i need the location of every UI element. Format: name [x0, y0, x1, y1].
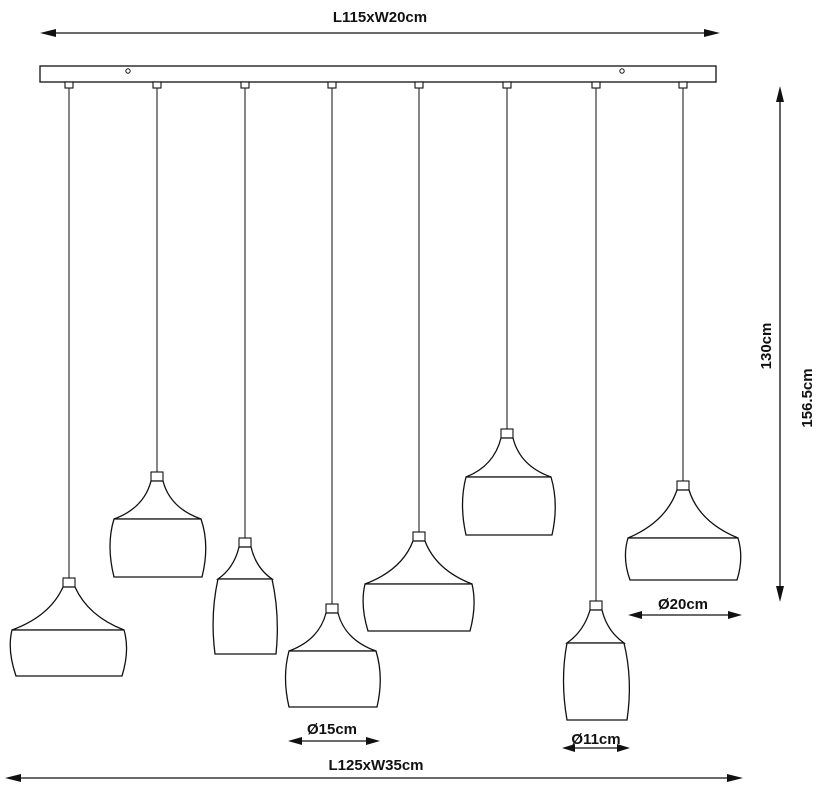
large-shade-diameter-dimension: Ø20cm	[628, 596, 742, 619]
pendant-bell-center	[284, 81, 381, 708]
pendant-small-right	[562, 81, 631, 721]
bottom-width-dimension: L125xW35cm	[5, 757, 743, 782]
large-shade-diameter-label: Ø20cm	[658, 596, 708, 613]
pendant-small-left	[212, 81, 278, 655]
medium-shade-diameter-label: Ø15cm	[307, 721, 357, 738]
pendant-wide-center	[362, 81, 475, 632]
drop-height-dimension: 130cm	[758, 86, 784, 602]
ceiling-canopy-bar	[39, 65, 717, 83]
top-width-dimension: L115xW20cm	[40, 9, 720, 37]
pendant-bell-left	[109, 81, 207, 578]
pendant-wide-left	[9, 81, 128, 677]
small-shade-diameter-dimension: Ø11cm	[562, 731, 630, 752]
drop-height-label: 130cm	[758, 323, 775, 370]
medium-shade-diameter-dimension: Ø15cm	[288, 721, 380, 745]
small-shade-diameter-label: Ø11cm	[571, 731, 620, 748]
total-height-label: 156.5cm	[799, 368, 816, 427]
top-width-label: L115xW20cm	[333, 9, 427, 26]
pendant-wide-right	[624, 81, 742, 581]
bottom-width-label: L125xW35cm	[328, 757, 423, 774]
pendant-bell-right	[461, 81, 556, 536]
